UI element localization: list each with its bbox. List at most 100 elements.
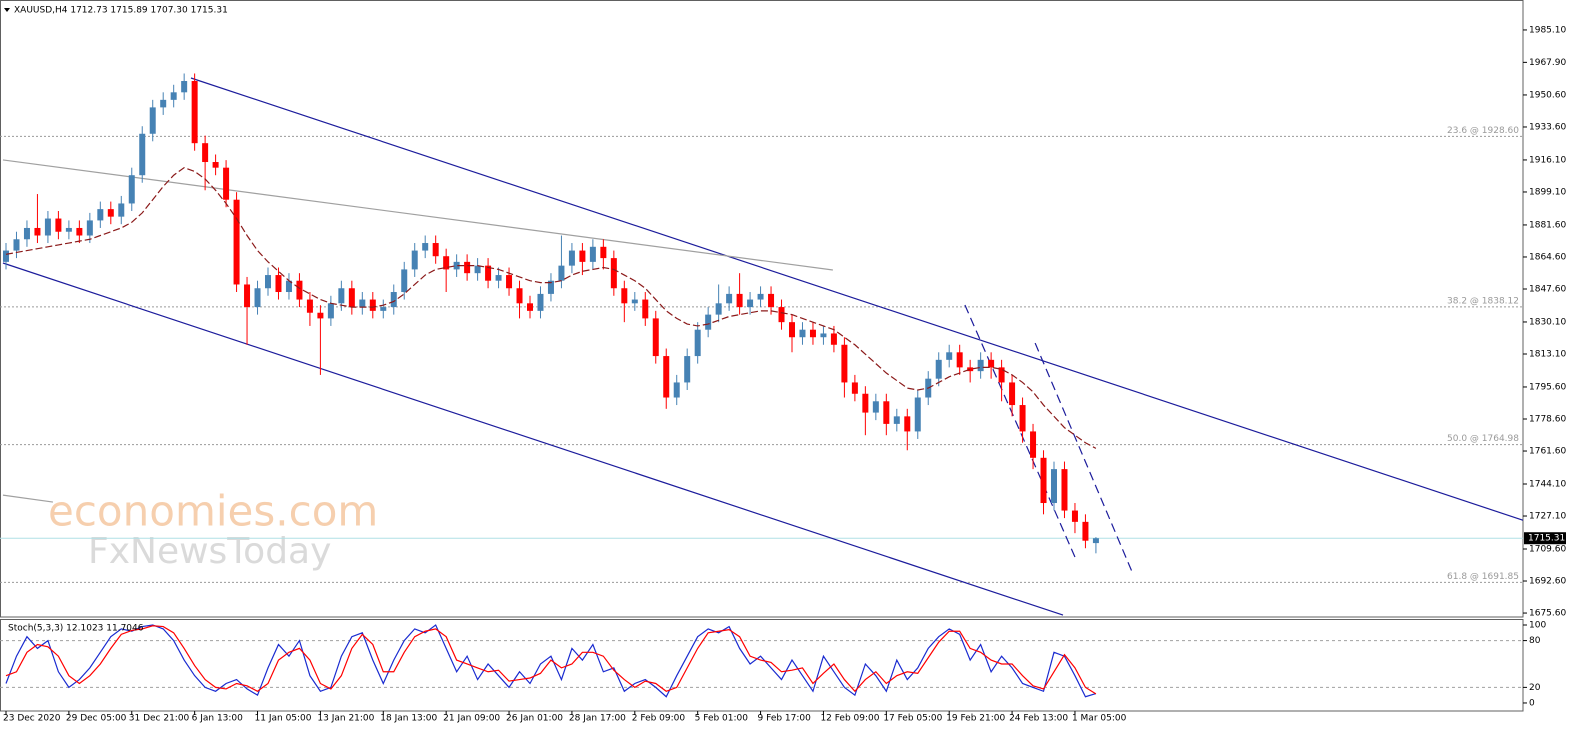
y-tick-label: 1881.60 (1529, 220, 1566, 230)
x-tick-label: 19 Feb 21:00 (946, 714, 1005, 724)
candle-body (527, 303, 533, 311)
candle-body (1040, 457, 1047, 504)
candle-body (684, 356, 691, 383)
candle-body (244, 284, 251, 308)
candle-body (212, 162, 219, 168)
trendline (964, 304, 1076, 558)
candle-body (1019, 405, 1026, 432)
candle-body (726, 293, 733, 304)
candle-body (191, 81, 198, 144)
trendline (190, 77, 1523, 521)
candle-body (485, 265, 492, 281)
candle-body (799, 329, 806, 338)
candle-body (432, 243, 439, 257)
last-price-box (1524, 532, 1566, 545)
candle-body (1030, 431, 1037, 458)
candle-body (317, 312, 324, 319)
watermark: FxNewsToday (88, 531, 331, 572)
candle-body (160, 99, 167, 108)
main-panel (0, 0, 1524, 618)
candle-body (967, 367, 974, 372)
candle-body (652, 318, 659, 357)
candle-body (851, 382, 858, 394)
candle-body (338, 288, 345, 304)
y-tick-label: 1778.60 (1529, 414, 1566, 424)
trendline (2, 262, 1064, 616)
x-tick-label: 5 Feb 01:00 (695, 714, 749, 724)
stochastic (0, 624, 1523, 698)
candle-body (1082, 521, 1089, 541)
candle-body (621, 288, 628, 304)
candle-body (1051, 469, 1057, 504)
candle-body (946, 352, 953, 360)
y-tick-label: 1899.10 (1529, 187, 1566, 197)
candle-body (348, 288, 355, 308)
y-tick-label: 1967.90 (1529, 58, 1566, 68)
y-tick-label: 0 (1529, 698, 1535, 708)
trendline (2, 159, 833, 271)
y-tick-label: 1744.10 (1529, 479, 1566, 489)
candle-body (107, 209, 114, 217)
candle-body (757, 293, 764, 300)
candle-body (380, 307, 387, 311)
trendlines (2, 77, 1523, 616)
x-tick-label: 28 Jan 17:00 (569, 714, 626, 724)
last-price-label: 1715.31 (1528, 534, 1565, 544)
level-label: 23.6 @ 1928.60 (1447, 126, 1519, 136)
candle-body (453, 261, 460, 270)
x-tick-label: 26 Jan 01:00 (506, 714, 563, 724)
candle-body (809, 329, 816, 338)
candle-body (23, 227, 30, 240)
level-label: 38.2 @ 1838.12 (1447, 296, 1519, 306)
trendline (2, 494, 54, 503)
stoch-line (5, 624, 1097, 698)
axes: 1985.10 1967.90 1950.60 1933.60 1916.10 1899.… (3, 25, 1566, 723)
candle-body (715, 303, 722, 315)
x-tick-label: 17 Feb 05:00 (883, 714, 942, 724)
candle-body (610, 258, 617, 289)
candle-body (642, 299, 649, 319)
y-tick-label: 100 (1529, 621, 1546, 631)
candle-body (736, 293, 743, 308)
chart-title: XAUUSD,H4 1712.73 1715.89 1707.30 1715.3… (14, 6, 228, 16)
candle-body (3, 250, 9, 262)
candle-body (411, 250, 418, 270)
candle-body (705, 314, 712, 330)
candle-body (506, 275, 513, 289)
y-tick-label: 1761.60 (1529, 447, 1566, 457)
y-tick-label: 1795.60 (1529, 382, 1566, 392)
candle-body (914, 397, 921, 432)
candle-body (474, 265, 481, 274)
candle-body (998, 367, 1005, 383)
candle-body (872, 401, 879, 413)
candle-body (988, 359, 995, 368)
candle-body (118, 203, 125, 217)
y-tick-label: 1692.60 (1529, 577, 1566, 587)
candle-body (359, 299, 366, 308)
candles (3, 73, 1099, 554)
candle-body (265, 275, 271, 289)
candle-body (327, 303, 334, 319)
x-tick-label: 29 Dec 05:00 (66, 714, 127, 724)
candle-body (275, 275, 282, 293)
candle-body (904, 416, 911, 432)
candle-body (97, 209, 104, 221)
candle-body (65, 227, 72, 232)
y-tick-label: 1864.60 (1529, 252, 1566, 262)
candle-body (464, 261, 471, 274)
x-tick-label: 13 Jan 21:00 (317, 714, 374, 724)
indicator-title: Stoch(5,3,3) 12.1023 11.7046 (8, 624, 144, 634)
candle-body (86, 220, 93, 236)
candle-body (558, 265, 565, 281)
levels: 23.6 @ 1928.60 38.2 @ 1838.12 50.0 @ 1764.… (0, 126, 1523, 583)
y-tick-label: 1813.10 (1529, 349, 1566, 359)
candle-body (390, 292, 397, 308)
candle-body (820, 333, 827, 338)
level-label: 61.8 @ 1691.85 (1447, 572, 1519, 582)
candle-body (443, 256, 450, 270)
candle-body (830, 333, 837, 345)
candle-body (1061, 469, 1068, 511)
x-tick-label: 9 Feb 17:00 (758, 714, 812, 724)
candle-body (202, 143, 209, 163)
